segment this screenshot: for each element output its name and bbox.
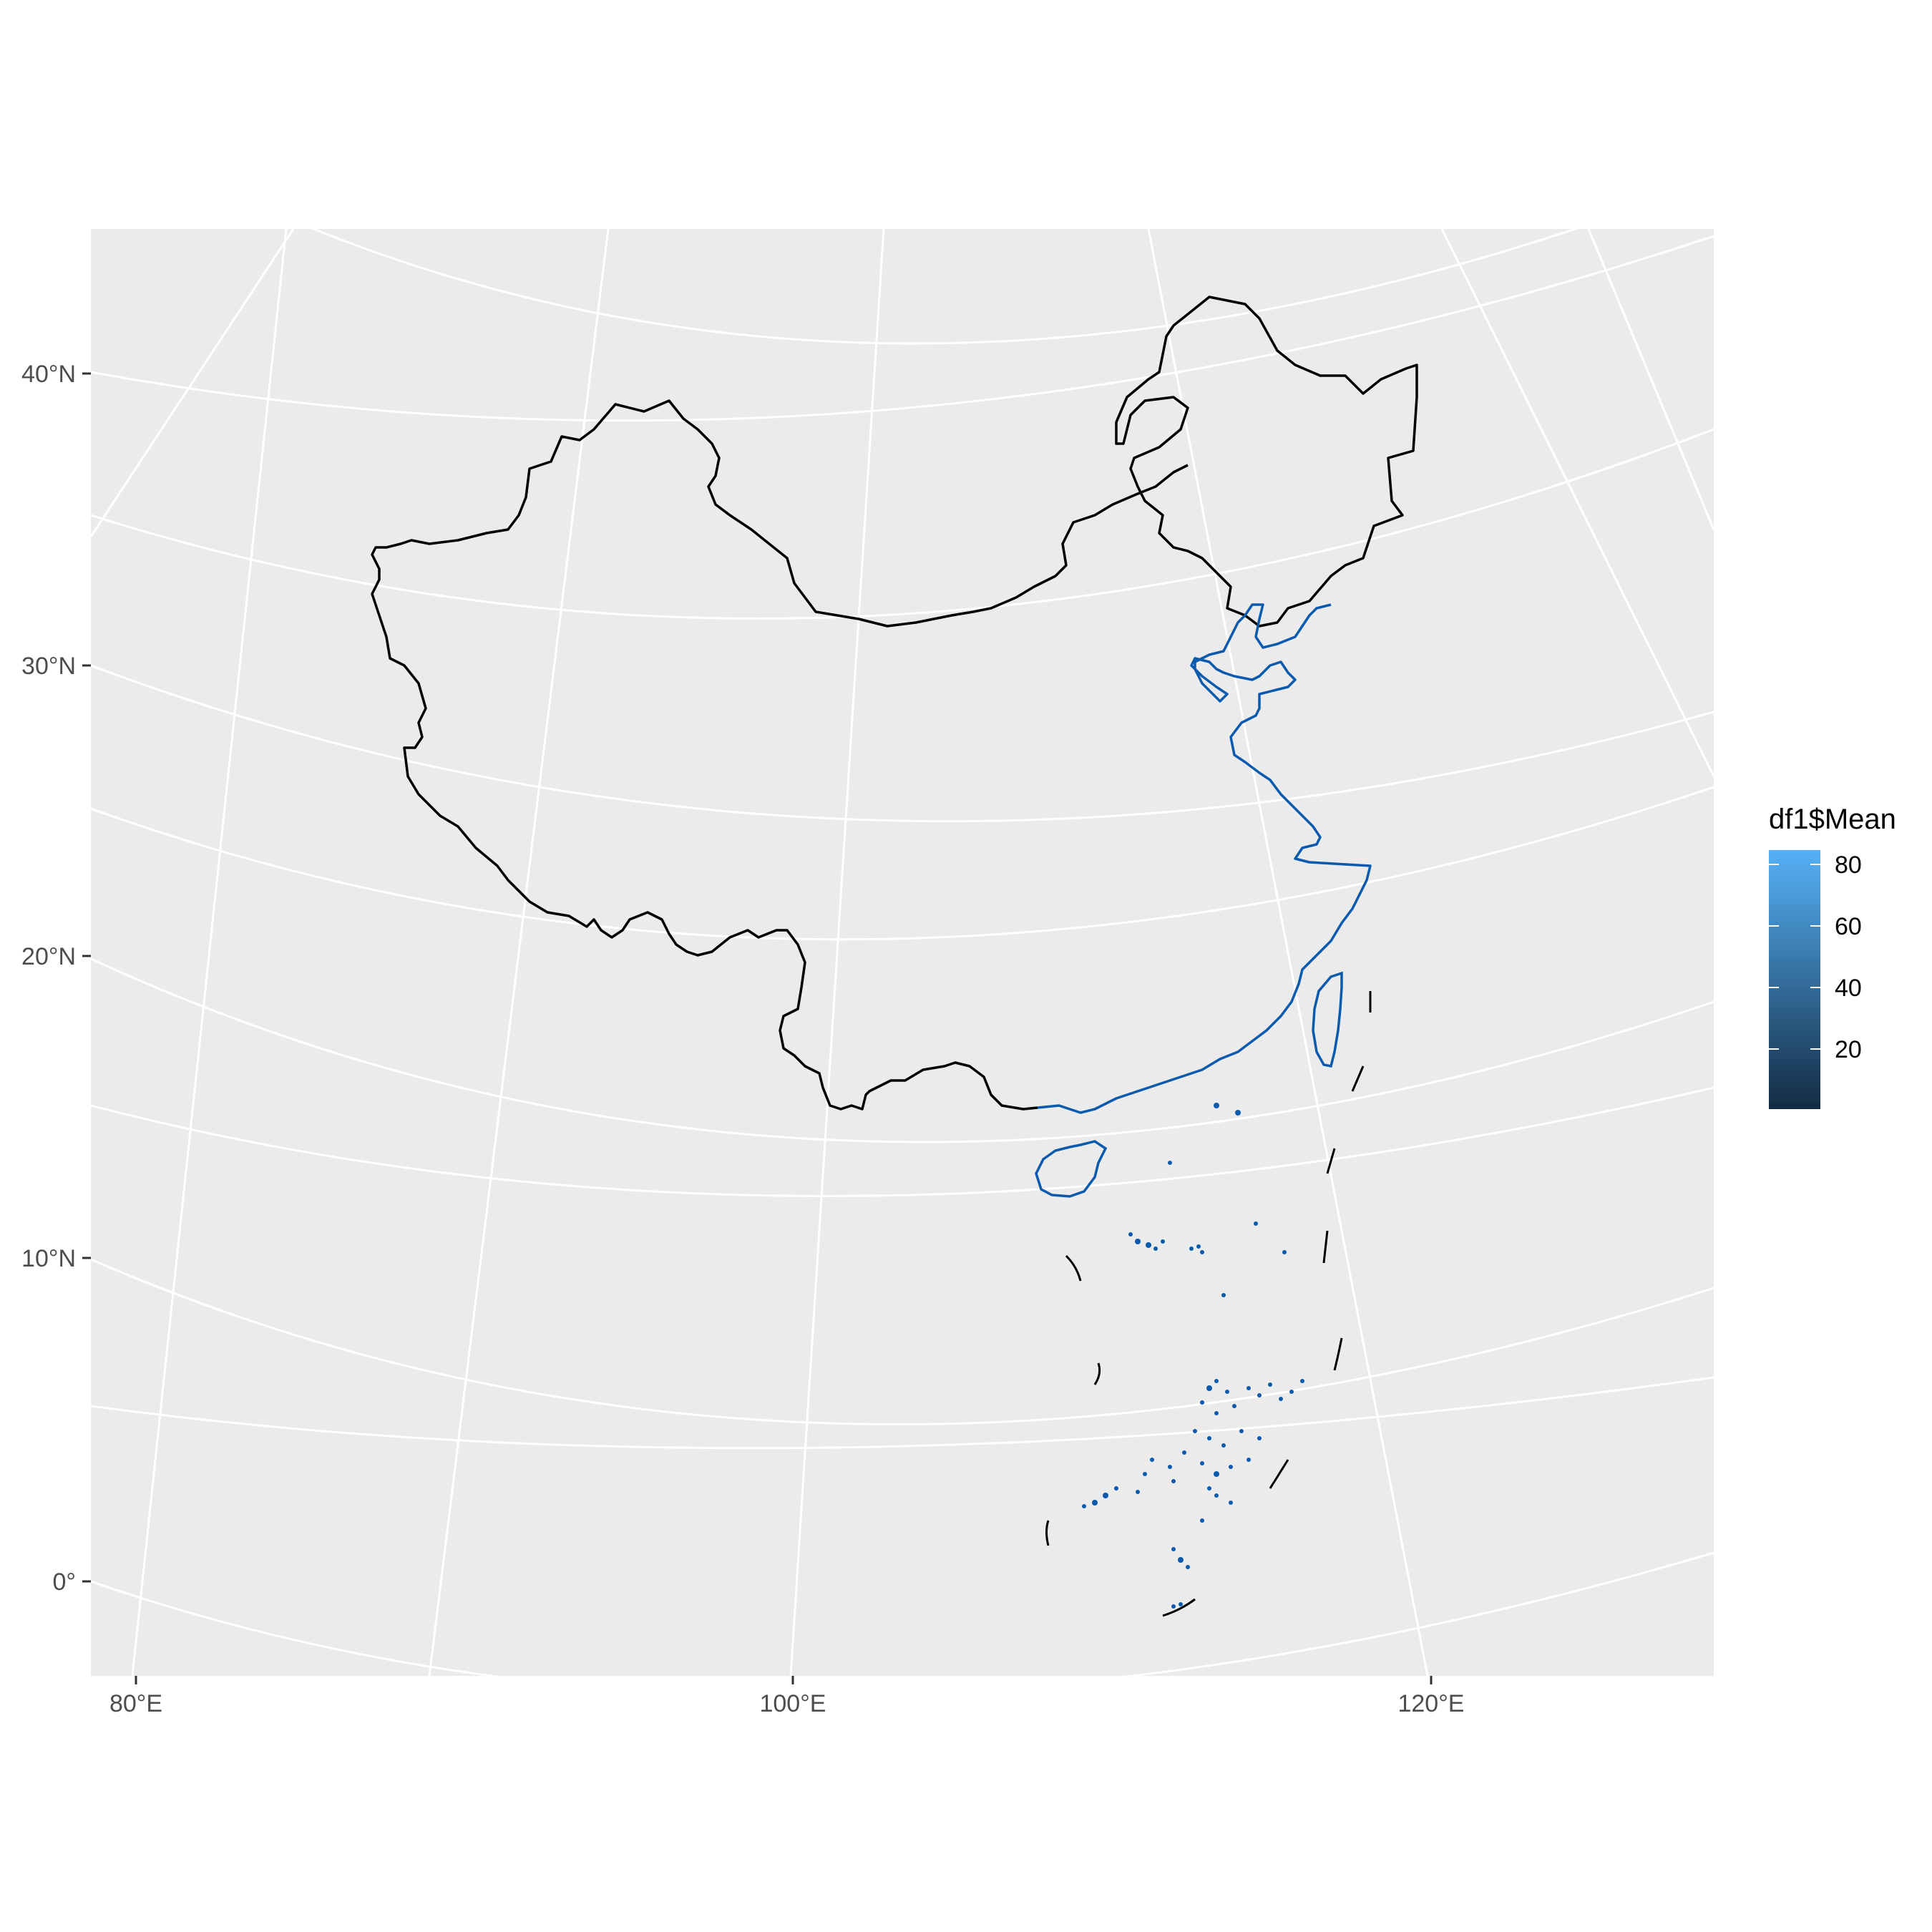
parallel-0 (91, 1551, 1714, 1676)
meridian-120e (1440, 229, 1714, 777)
meridian-100e (789, 229, 885, 1676)
lat-label-0: 0° (52, 1568, 76, 1596)
legend-tick-40: 40 (1835, 975, 1862, 1002)
legend-tick-80: 80 (1835, 852, 1862, 879)
lat-label-30n: 30°N (21, 653, 76, 680)
meridian-80e (131, 229, 288, 1676)
parallel-15n (91, 1086, 1714, 1197)
meridian-130e (1587, 229, 1714, 530)
parallel-45n (311, 229, 1579, 345)
lat-label-20n: 20°N (21, 943, 76, 970)
dash-line (1045, 991, 1372, 1617)
map-panel (91, 229, 1714, 1676)
graticule (91, 229, 1714, 1676)
parallel-40n (91, 235, 1714, 422)
parallel-20n (91, 957, 1714, 1143)
land-border (371, 296, 1418, 1111)
parallel-30n (91, 664, 1714, 823)
meridian-110e (1147, 229, 1429, 1676)
lon-label-80e: 80°E (109, 1690, 162, 1717)
taiwan-island (1312, 971, 1343, 1068)
legend-colorbar (1769, 850, 1820, 1109)
coastline (1037, 603, 1372, 1114)
legend-tick-60: 60 (1835, 913, 1862, 940)
legend-tick-20: 20 (1835, 1036, 1862, 1063)
axis-ticks (82, 372, 1433, 1684)
lat-label-40n: 40°N (21, 361, 76, 388)
lon-label-120e: 120°E (1397, 1690, 1464, 1717)
legend-title: df1$Mean (1769, 804, 1896, 835)
parallel-35n (91, 428, 1714, 620)
parallel-10n (91, 1258, 1714, 1425)
parallel-25n (91, 786, 1714, 941)
diagonal-west (91, 229, 295, 537)
legend: df1$Mean 80 60 40 20 (1769, 804, 1896, 1109)
meridian-90e (428, 229, 610, 1676)
lat-label-10n: 10°N (21, 1245, 76, 1272)
south-sea-islands (1082, 1103, 1304, 1609)
parallel-5n (91, 1376, 1714, 1450)
hainan-island (1035, 1140, 1108, 1198)
lon-label-100e: 100°E (759, 1690, 826, 1717)
